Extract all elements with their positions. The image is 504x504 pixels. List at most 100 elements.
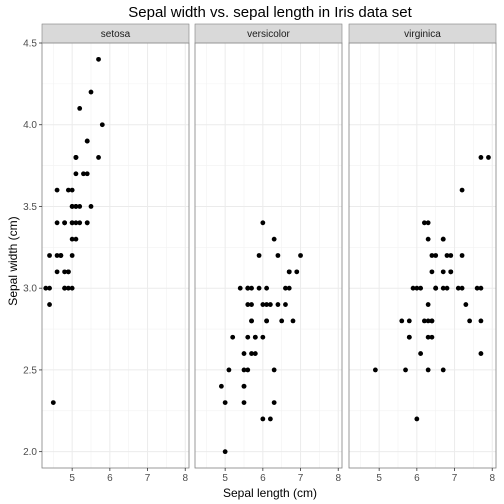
data-point — [54, 220, 60, 226]
data-point — [241, 351, 247, 356]
y-tick-label: 3.0 — [23, 284, 37, 295]
data-point — [43, 285, 49, 291]
data-point — [226, 367, 232, 373]
x-tick-label: 6 — [414, 473, 420, 484]
data-point — [96, 56, 101, 62]
data-point — [286, 285, 292, 291]
data-point — [62, 220, 68, 226]
data-point — [54, 253, 60, 258]
data-point — [65, 269, 71, 275]
data-point — [260, 416, 266, 422]
data-point — [249, 351, 254, 356]
data-point — [459, 187, 465, 193]
data-point — [474, 285, 480, 291]
data-point — [275, 253, 281, 258]
data-point — [406, 334, 412, 340]
data-point — [406, 318, 412, 324]
facet-strip-label: virginica — [404, 29, 441, 40]
data-point — [444, 253, 450, 258]
y-axis-title: Sepal width (cm) — [6, 216, 20, 305]
data-point — [237, 285, 243, 291]
data-point — [429, 334, 435, 340]
data-point — [58, 253, 64, 258]
data-point — [252, 351, 258, 356]
data-point — [425, 318, 431, 324]
data-point — [84, 220, 90, 226]
data-point — [222, 400, 228, 406]
data-point — [440, 269, 446, 275]
data-point — [414, 416, 420, 422]
data-point — [283, 285, 288, 291]
data-point — [62, 285, 68, 291]
data-point — [478, 351, 484, 356]
data-point — [459, 253, 465, 258]
data-point — [267, 416, 273, 422]
data-point — [256, 253, 262, 258]
data-point — [69, 253, 75, 258]
data-point — [73, 171, 79, 177]
data-point — [271, 367, 277, 373]
data-point — [73, 204, 79, 209]
data-point — [47, 285, 52, 291]
data-point — [69, 236, 75, 242]
data-point — [418, 285, 424, 291]
panel-background — [42, 43, 189, 468]
facet-strip-label: versicolor — [247, 29, 290, 40]
data-point — [440, 367, 446, 373]
data-point — [410, 285, 416, 291]
x-tick-label: 5 — [222, 473, 228, 484]
data-point — [245, 302, 251, 307]
data-point — [249, 318, 254, 324]
y-tick-label: 4.0 — [23, 120, 37, 131]
data-point — [88, 204, 94, 209]
facet-panel-setosa: setosa 5 6 7 8 — [41, 23, 190, 484]
data-point — [256, 285, 262, 291]
data-point — [96, 155, 101, 160]
data-point — [62, 269, 68, 275]
data-point — [73, 155, 79, 160]
data-point — [252, 334, 258, 340]
data-point — [47, 302, 52, 307]
data-point — [418, 351, 424, 356]
panel-border — [194, 42, 343, 469]
data-point — [249, 302, 254, 307]
data-point — [47, 253, 52, 258]
data-point — [290, 318, 296, 324]
chart-title: Sepal width vs. sepal length in Iris dat… — [128, 4, 412, 21]
x-tick-label: 7 — [145, 473, 151, 484]
data-point — [69, 187, 75, 193]
x-tick-label: 6 — [107, 473, 113, 484]
data-point — [84, 138, 90, 144]
data-point — [73, 236, 79, 242]
x-tick-label: 6 — [260, 473, 266, 484]
data-point — [425, 236, 431, 242]
data-point — [54, 187, 60, 193]
data-point — [421, 220, 427, 226]
data-point — [486, 155, 491, 160]
data-point — [444, 285, 450, 291]
x-axis-title: Sepal length (cm) — [223, 486, 317, 500]
data-point — [267, 302, 273, 307]
data-point — [298, 253, 303, 258]
data-point — [440, 236, 446, 242]
data-point — [271, 400, 277, 406]
data-point — [403, 367, 408, 373]
data-point — [455, 285, 461, 291]
data-point — [241, 367, 247, 373]
data-point — [65, 187, 71, 193]
data-point — [448, 253, 454, 258]
data-point — [77, 220, 83, 226]
data-point — [399, 318, 405, 324]
data-point — [264, 285, 270, 291]
facets-layer: setosa 5 6 7 8 versicolor 5 6 7 8 virginica 5 6 7 8 — [41, 23, 497, 484]
x-tick-label: 7 — [298, 473, 304, 484]
facet-panel-virginica: virginica 5 6 7 8 — [348, 23, 497, 484]
data-point — [69, 220, 75, 226]
data-point — [429, 253, 435, 258]
data-point — [440, 285, 446, 291]
x-tick-label: 8 — [489, 473, 495, 484]
data-point — [81, 171, 86, 177]
data-point — [245, 367, 251, 373]
data-point — [478, 318, 484, 324]
